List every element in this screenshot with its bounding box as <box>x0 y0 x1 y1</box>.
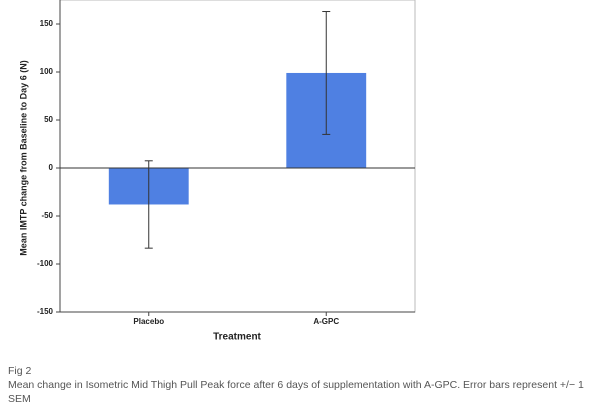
y-tick-label: -150 <box>37 307 54 316</box>
y-tick-label: -50 <box>41 211 53 220</box>
y-tick-label: 0 <box>49 163 54 172</box>
figure-caption: Mean change in Isometric Mid Thigh Pull … <box>8 379 584 405</box>
y-tick-label: 100 <box>40 67 54 76</box>
y-tick-label: 50 <box>44 115 53 124</box>
x-tick-label: A-GPC <box>313 317 339 326</box>
chart: Mean IMTP change from Baseline to Day 6 … <box>18 0 416 343</box>
x-axis-label: Treatment <box>213 332 261 343</box>
y-axis-label: Mean IMTP change from Baseline to Day 6 … <box>18 60 28 255</box>
figure-label: Fig 2 <box>8 365 32 377</box>
y-tick-label: 150 <box>40 19 54 28</box>
x-tick-label: Placebo <box>133 317 164 326</box>
y-tick-label: -100 <box>37 259 54 268</box>
